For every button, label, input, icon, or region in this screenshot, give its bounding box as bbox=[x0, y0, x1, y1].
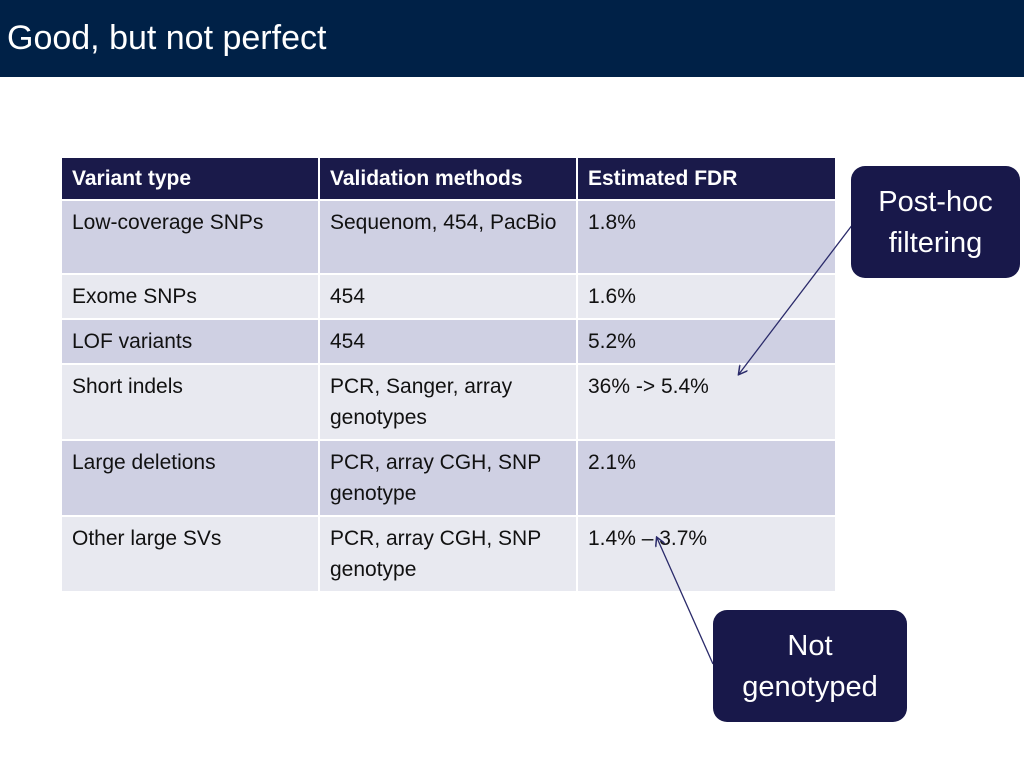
header-validation-methods: Validation methods bbox=[318, 156, 578, 201]
callout-posthoc-line1: Post-hoc bbox=[878, 186, 993, 218]
cell-variant-type: LOF variants bbox=[60, 318, 320, 365]
cell-validation-methods: PCR, array CGH, SNP genotype bbox=[318, 439, 578, 517]
callout-notgenotyped-line2: genotyped bbox=[742, 671, 878, 703]
cell-validation-methods: Sequenom, 454, PacBio bbox=[318, 199, 578, 275]
title-bar: Good, but not perfect bbox=[0, 0, 1024, 77]
cell-variant-type: Low-coverage SNPs bbox=[60, 199, 320, 275]
callout-not-genotyped: Not genotyped bbox=[713, 610, 907, 722]
cell-estimated-fdr: 1.6% bbox=[576, 273, 837, 320]
table-row: Short indels PCR, Sanger, array genotype… bbox=[60, 363, 837, 441]
cell-validation-methods: PCR, Sanger, array genotypes bbox=[318, 363, 578, 441]
cell-validation-methods: 454 bbox=[318, 318, 578, 365]
cell-estimated-fdr: 36% -> 5.4% bbox=[576, 363, 837, 441]
callout-posthoc-line2: filtering bbox=[888, 227, 983, 259]
slide-title: Good, but not perfect bbox=[7, 19, 327, 57]
cell-variant-type: Other large SVs bbox=[60, 515, 320, 593]
cell-estimated-fdr: 1.8% bbox=[576, 199, 837, 275]
table-row: LOF variants 454 5.2% bbox=[60, 318, 837, 365]
table-row: Large deletions PCR, array CGH, SNP geno… bbox=[60, 439, 837, 517]
callout-posthoc-filtering: Post-hoc filtering bbox=[851, 166, 1020, 278]
header-variant-type: Variant type bbox=[60, 156, 320, 201]
cell-estimated-fdr: 5.2% bbox=[576, 318, 837, 365]
header-estimated-fdr: Estimated FDR bbox=[576, 156, 837, 201]
cell-validation-methods: PCR, array CGH, SNP genotype bbox=[318, 515, 578, 593]
table-row: Other large SVs PCR, array CGH, SNP geno… bbox=[60, 515, 837, 593]
table-row: Exome SNPs 454 1.6% bbox=[60, 273, 837, 320]
callout-notgenotyped-line1: Not bbox=[787, 630, 833, 662]
cell-variant-type: Exome SNPs bbox=[60, 273, 320, 320]
table-header-row: Variant type Validation methods Estimate… bbox=[60, 156, 837, 201]
cell-variant-type: Large deletions bbox=[60, 439, 320, 517]
cell-estimated-fdr: 2.1% bbox=[576, 439, 837, 517]
cell-validation-methods: 454 bbox=[318, 273, 578, 320]
table-row: Low-coverage SNPs Sequenom, 454, PacBio … bbox=[60, 199, 837, 275]
fdr-table: Variant type Validation methods Estimate… bbox=[60, 156, 837, 593]
cell-variant-type: Short indels bbox=[60, 363, 320, 441]
cell-estimated-fdr: 1.4% – 3.7% bbox=[576, 515, 837, 593]
